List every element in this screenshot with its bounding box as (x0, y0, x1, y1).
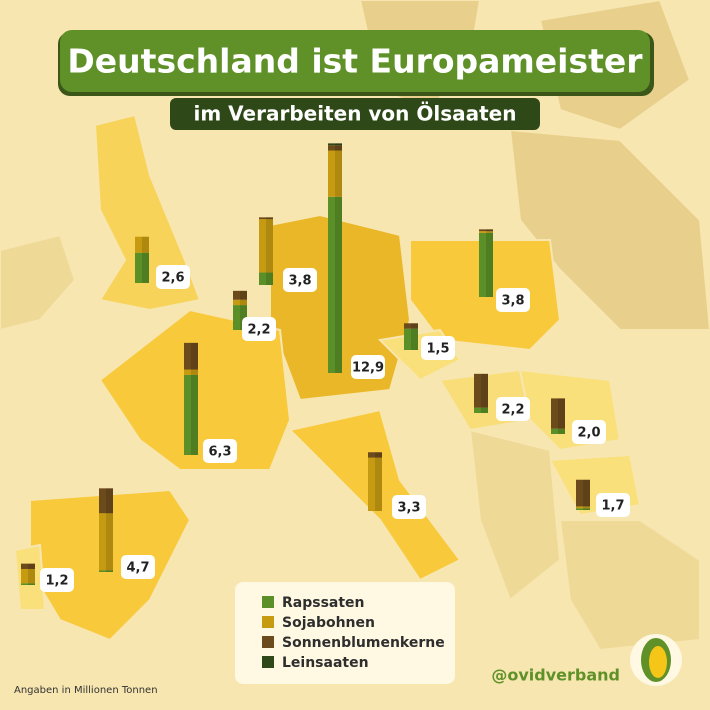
bar-segment (21, 563, 35, 569)
legend-swatch (262, 636, 274, 648)
total-label: 1,7 (601, 499, 624, 514)
bar-segment (576, 508, 590, 510)
bar-shade (558, 398, 565, 434)
bar-segment (184, 342, 198, 370)
total-label: 12,9 (352, 361, 384, 376)
total-label-box (596, 493, 630, 517)
legend-label: Leinsaaten (282, 655, 369, 671)
bar-segment (328, 196, 342, 373)
total-label-box (242, 317, 276, 341)
bar-segment (576, 479, 590, 507)
total-label: 3,8 (501, 294, 524, 309)
bar-segment (184, 374, 198, 455)
total-label-box (351, 355, 385, 379)
subtitle-box (170, 98, 540, 130)
total-label: 6,3 (208, 445, 231, 460)
bar-segment (259, 217, 273, 220)
total-label: 3,3 (397, 501, 420, 516)
bar-shade (240, 290, 247, 330)
total-label: 2,2 (501, 403, 524, 418)
note: Angaben in Millionen Tonnen (14, 685, 158, 696)
bar-segment (259, 272, 273, 285)
total-label-box (392, 495, 426, 519)
bar-segment (328, 150, 342, 197)
bar-segment (368, 457, 382, 511)
bar-shade (486, 229, 493, 297)
total-label: 4,7 (126, 561, 149, 576)
bar-segment (135, 252, 149, 283)
bar-segment (551, 398, 565, 429)
source: @ovidverband (491, 666, 620, 685)
legend-label: Rapssaten (282, 595, 365, 611)
total-label: 1,2 (45, 574, 68, 589)
bar-segment (259, 219, 273, 273)
bar-shade (191, 342, 198, 455)
legend-label: Sonnenblumenkerne (282, 635, 445, 651)
bar-segment (368, 452, 382, 458)
bar-segment (404, 323, 418, 329)
bar-shade (375, 452, 382, 511)
bar-segment (21, 583, 35, 585)
total-label-box (156, 265, 190, 289)
bar-segment (479, 229, 493, 232)
total-label-box (496, 397, 530, 421)
legend-box (235, 582, 455, 684)
total-label: 3,8 (288, 274, 311, 289)
bar-segment (551, 428, 565, 434)
bar-segment (328, 143, 342, 146)
bar-shade (335, 143, 342, 373)
bar-segment (479, 231, 493, 233)
bar-segment (479, 232, 493, 297)
total-label-box (40, 568, 74, 592)
bar-segment (474, 373, 488, 408)
bar-segment (99, 513, 113, 571)
total-label: 2,6 (161, 271, 184, 286)
subtitle: im Verarbeiten von Ölsaaten (194, 102, 517, 126)
bar-shade (481, 373, 488, 413)
bar-segment (233, 290, 247, 300)
bar-shade (28, 563, 35, 585)
legend: Rapssaten Sojabohnen Sonnenblumenkerne Lein… (262, 595, 445, 671)
total-label: 2,2 (247, 323, 270, 338)
bar-shade (142, 236, 149, 283)
bar-segment (233, 299, 247, 306)
bar-segment (328, 145, 342, 151)
map (0, 0, 710, 652)
bar-segment (21, 568, 35, 584)
legend-swatch (262, 616, 274, 628)
logo (630, 634, 682, 686)
bar-shade (266, 217, 273, 285)
total-label-box (496, 288, 530, 312)
title-box (60, 30, 650, 92)
bar-segment (184, 369, 198, 375)
total-label-box (283, 268, 317, 292)
bar-segment (404, 328, 418, 350)
bar-segment (135, 236, 149, 253)
total-label-box (203, 439, 237, 463)
legend-label: Sojabohnen (282, 615, 375, 631)
bar-segment (576, 506, 590, 509)
total-label-box (421, 336, 455, 360)
legend-swatch (262, 656, 274, 668)
total-label-box (121, 555, 155, 579)
total-label: 2,0 (577, 426, 600, 441)
bar-segment (99, 488, 113, 514)
bar-shade (411, 323, 418, 350)
legend-swatch (262, 596, 274, 608)
title: Deutschland ist Europameister (67, 42, 643, 81)
bar-segment (474, 407, 488, 413)
total-label: 1,5 (426, 342, 449, 357)
bar-shade (106, 488, 113, 572)
bar-shade (583, 479, 590, 510)
bar-segment (99, 570, 113, 572)
total-label-box (572, 420, 606, 444)
